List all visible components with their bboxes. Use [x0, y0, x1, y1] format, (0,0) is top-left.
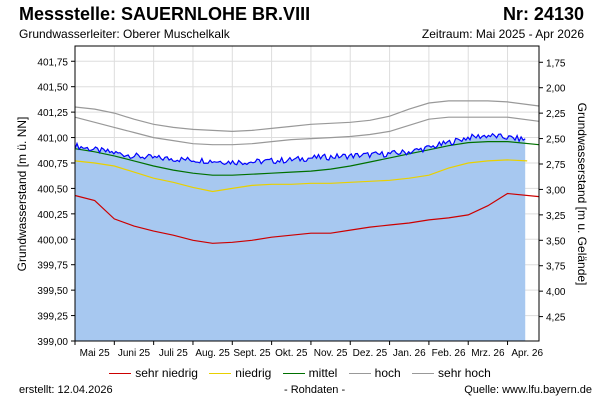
legend: sehr niedrig niedrig mittel hoch sehr ho… [0, 366, 600, 380]
series-line-hoch [74, 116, 540, 146]
y-tick-label: 400,00 [37, 235, 68, 246]
y-right-tick-label: 2,25 [546, 109, 566, 120]
y-tick-label: 400,25 [37, 210, 68, 221]
measured-area [75, 133, 526, 341]
y-right-tick-label: 4,00 [546, 287, 566, 298]
legend-swatch-mittel [282, 373, 305, 375]
x-tick-label: Juli 25 [159, 348, 188, 359]
legend-label: hoch [374, 366, 401, 380]
y-right-tick-label: 1,75 [546, 58, 566, 69]
y-tick-label: 401,00 [37, 134, 68, 145]
page-title: Messstelle: SAUERNLOHE BR.VIII [19, 4, 311, 24]
legend-item-sehr-niedrig: sehr niedrig [109, 366, 198, 380]
legend-swatch-sehr-niedrig [109, 373, 132, 375]
x-tick-label: Mrz. 26 [471, 348, 505, 359]
legend-label: niedrig [235, 366, 272, 380]
period-label: Zeitraum: Mai 2025 - Apr 2026 [421, 27, 584, 41]
y-right-tick-label: 3,50 [546, 236, 566, 247]
x-tick-label: Nov. 25 [314, 348, 348, 359]
measured-area-fill [75, 133, 526, 341]
y-right-tick-label: 3,25 [546, 211, 566, 222]
legend-swatch-sehr-hoch [412, 373, 435, 375]
legend-swatch-niedrig [209, 373, 232, 375]
y-tick-label: 400,50 [37, 184, 68, 195]
legend-swatch-hoch [348, 373, 371, 375]
x-tick-label: Juni 25 [118, 348, 151, 359]
x-tick-label: Aug. 25 [195, 348, 230, 359]
aquifer-label: Grundwasserleiter: Oberer Muschelkalk [19, 27, 230, 41]
legend-item-niedrig: niedrig [209, 366, 271, 380]
y-tick-label: 401,25 [37, 108, 68, 119]
y-right-tick-label: 3,75 [546, 262, 566, 273]
y-axis-label-left: Grundwasserstand [m ü. NN] [15, 117, 29, 272]
y-tick-label: 399,75 [37, 261, 68, 272]
plot-frame [74, 45, 540, 342]
source-link[interactable]: Quelle: www.lfu.bayern.de [464, 384, 592, 396]
y-right-tick-label: 2,00 [546, 84, 566, 95]
x-axis: Mai 25 Juni 25 Juli 25 Aug. 25 Sept. 25 Okt. … [74, 341, 543, 359]
series-line-sehr-hoch [74, 100, 540, 133]
x-tick-label: Sept. 25 [233, 348, 271, 359]
x-tick-label: Feb. 26 [432, 348, 466, 359]
x-tick-label: Mai 25 [80, 348, 110, 359]
series-lines [74, 100, 540, 244]
series-line-sehr-niedrig [74, 192, 540, 244]
y-tick-label: 399,00 [37, 337, 68, 348]
y-tick-label: 399,50 [37, 286, 68, 297]
x-tick-label: Jan. 26 [393, 348, 426, 359]
y-right-tick-label: 2,50 [546, 135, 566, 146]
x-tick-label: Dez. 25 [353, 348, 388, 359]
y-tick-label: 401,75 [37, 57, 68, 68]
legend-label: sehr hoch [438, 366, 491, 380]
series-line-measured [74, 132, 526, 166]
y-tick-label: 401,50 [37, 83, 68, 94]
x-tick-label: Apr. 26 [511, 348, 543, 359]
y-right-tick-label: 2,75 [546, 160, 566, 171]
created-date: erstellt: 12.04.2026 [19, 384, 113, 396]
x-tick-label: Okt. 25 [275, 348, 308, 359]
legend-item-hoch: hoch [348, 366, 401, 380]
legend-label: sehr niedrig [135, 366, 198, 380]
series-line-niedrig [74, 159, 528, 193]
y-axis-left: 399,00 399,25 399,50 399,75 400,00 400,25 400,… [37, 57, 75, 348]
y-tick-label: 399,25 [37, 312, 68, 323]
legend-item-mittel: mittel [282, 366, 338, 380]
y-axis-label-right: Grundwasserstand [m u. Gelände] [575, 103, 589, 286]
legend-item-sehr-hoch: sehr hoch [412, 366, 491, 380]
station-number: Nr: 24130 [502, 4, 584, 24]
y-right-tick-label: 4,25 [546, 313, 566, 324]
y-tick-label: 400,75 [37, 159, 68, 170]
y-right-tick-label: 3,00 [546, 185, 566, 196]
legend-label: mittel [308, 366, 338, 380]
y-axis-right: 1,75 2,00 2,25 2,50 2,75 3,00 3,25 3,50 3,75 4,00… [539, 58, 566, 324]
raw-data-note: - Rohdaten - [284, 384, 346, 396]
